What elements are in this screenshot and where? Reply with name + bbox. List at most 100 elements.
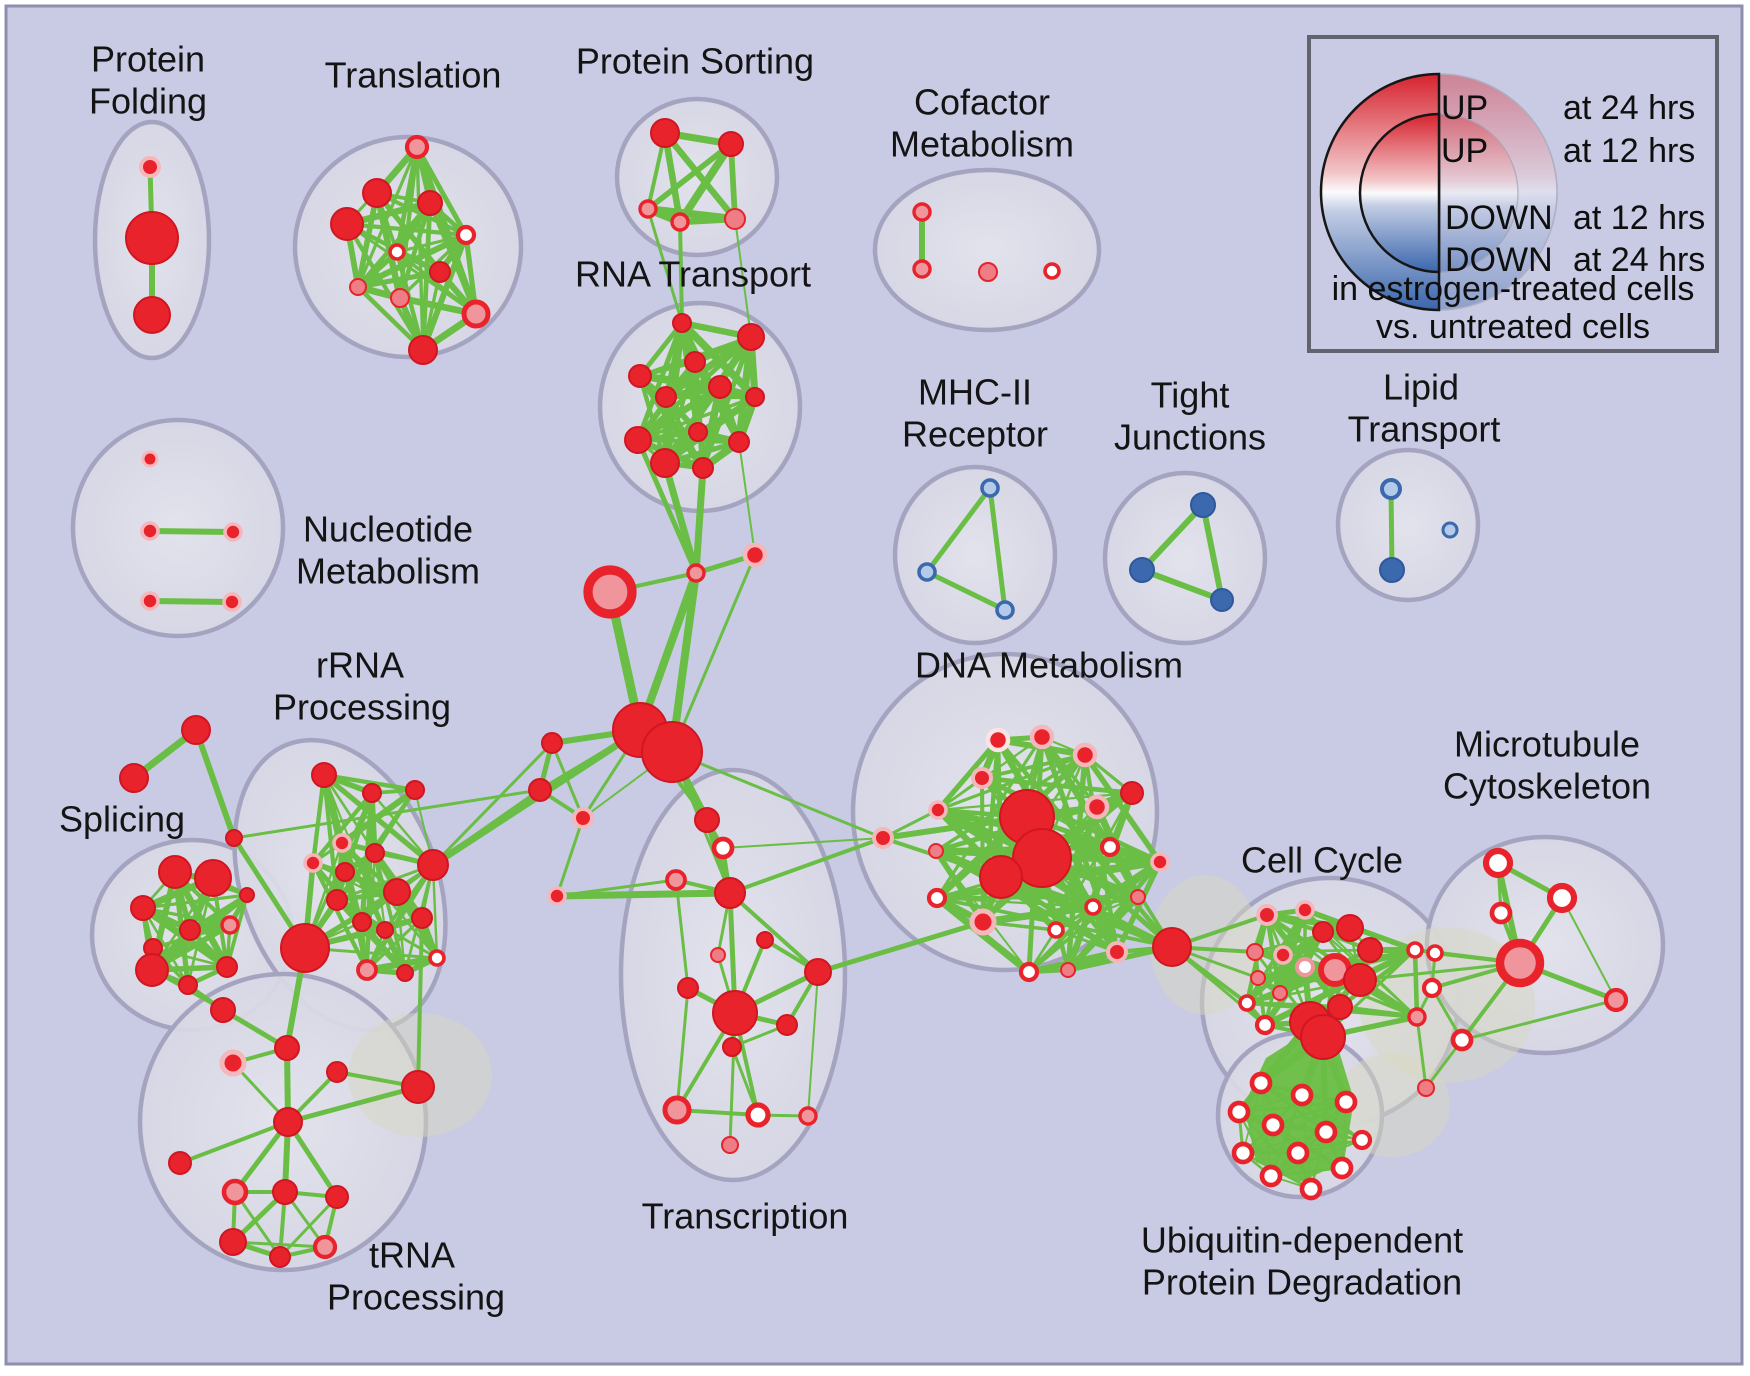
node-rna_transport-11-red (692, 457, 714, 479)
node-protein_sorting-1-red (718, 131, 744, 157)
node-nucleotide-1-pinkHalo (140, 521, 160, 541)
cluster-label-transcription: Transcription (642, 1196, 849, 1237)
edge-cell_cycle (1253, 950, 1267, 1027)
node-bridge-T3 (225, 829, 243, 847)
edge-bridge (728, 836, 885, 895)
node-rrna-11-red (376, 921, 394, 939)
node-transcription-2-redPink (665, 869, 687, 891)
node-rna_transport-3-red (628, 364, 652, 388)
node-cell_cycle-5-pinkSolid (1246, 943, 1264, 961)
edge-dna (979, 775, 1163, 865)
node-dna-5-red (1120, 781, 1144, 805)
cluster-label-dna: DNA Metabolism (915, 645, 1183, 686)
edge-ubiquitin (1301, 1094, 1363, 1141)
cluster-label-protein_sorting: Protein Sorting (576, 41, 814, 82)
legend-inner-half (1358, 112, 1441, 274)
edge-rrna (365, 851, 377, 972)
edge-translation (355, 269, 443, 290)
node-cell_cycle-2-red (1312, 921, 1334, 943)
node-tight_junctions-1-blue (1129, 557, 1155, 583)
edge-dna (1026, 904, 1096, 975)
layer-nodes (119, 118, 1629, 1268)
node-transcription-5-pinkSolid (710, 947, 726, 963)
node-trna-7-redPink (221, 1178, 249, 1206)
cluster-ellipse-nucleotide (70, 417, 286, 639)
edge-bridge (431, 741, 554, 867)
cluster-label-ubiquitin: Ubiquitin-dependent (1141, 1220, 1463, 1261)
node-splicing-8-red (216, 956, 238, 978)
cluster-label-cofactor: Metabolism (890, 124, 1074, 165)
node-lipid-0-blueRing (1380, 478, 1402, 500)
node-tight_junctions-2-blue (1210, 588, 1234, 612)
edge-dna (1027, 860, 1162, 974)
edge-microtubule (1460, 998, 1618, 1042)
edge-rna_transport (634, 383, 724, 444)
node-transcription-3-red (714, 877, 746, 909)
node-rrna-0-red (311, 762, 337, 788)
legend-up-24-label: UP (1441, 89, 1489, 127)
node-dna-8-red (1012, 828, 1072, 888)
node-rrna-15-ringWhite (428, 949, 446, 967)
node-ubiquitin-1-ringWhite (1290, 1083, 1314, 1107)
legend-up-12-label: UP (1441, 132, 1489, 170)
edge-protein_sorting (676, 140, 735, 226)
node-cell_cycle-6-pinkHalo (1273, 945, 1293, 965)
edge-bridge (692, 464, 707, 577)
node-splicing-7-red (178, 975, 198, 995)
node-dna-4-pinkHalo (928, 800, 948, 820)
edge-mhc2 (924, 569, 1008, 613)
edge-rrna (363, 954, 441, 974)
node-mhc2-2-blueRing (995, 600, 1015, 620)
node-microtubule-4-redPink (1495, 938, 1545, 988)
cluster-label-lipid: Lipid (1383, 367, 1459, 408)
node-rrna-1-red (362, 783, 382, 803)
node-rna_transport-7-red (688, 422, 708, 442)
cluster-label-microtubule: Microtubule (1454, 724, 1640, 765)
node-microtubule-0-ringWhite (1482, 847, 1514, 879)
edge-dna (979, 775, 1135, 796)
edge-ubiquitin (1271, 1100, 1348, 1127)
overlap-tint-3 (1150, 875, 1260, 1015)
edge-bridge (815, 919, 986, 975)
node-bridge-S1 (541, 732, 563, 754)
node-bridge-B1 (547, 886, 567, 906)
cluster-ellipse-lipid (1335, 447, 1481, 603)
node-rrna-6-red (365, 843, 385, 863)
edge-bridge (416, 916, 424, 1089)
node-cell_cycle-0-pinkHalo (1256, 904, 1278, 926)
node-bridge-S2 (528, 778, 552, 802)
edge-splicing (151, 946, 229, 969)
node-translation-2-red (417, 190, 443, 216)
node-mhc2-0-blueRing (980, 478, 1000, 498)
edge-rrna (310, 790, 375, 866)
node-dna-0-paleHalo (985, 727, 1011, 753)
edge-bridge (722, 837, 884, 849)
edge-nucleotide (147, 528, 236, 535)
node-cofactor-0-redPink (912, 202, 932, 222)
edge-dna (979, 903, 1097, 926)
edge-mhc2 (987, 485, 1008, 613)
node-transcription-6-red (677, 977, 699, 999)
node-mhc2-1-blueRing (917, 562, 937, 582)
node-ubiquitin-5-ringWhite (1314, 1120, 1338, 1144)
node-splicing-3-red (179, 919, 201, 941)
node-cofactor-3-ringWhite (1043, 262, 1061, 280)
legend-note-line1: in estrogen-treated cells (1331, 270, 1695, 308)
node-protein_sorting-3-redPink (670, 212, 690, 232)
edge-cell_cycle (1253, 948, 1372, 954)
node-translation-3-red (330, 207, 364, 241)
cluster-label-trna: Processing (327, 1277, 505, 1318)
edge-bridge (1358, 961, 1522, 982)
edge-cell_cycle (1263, 911, 1354, 932)
node-nucleotide-0-pinkHalo (141, 450, 159, 468)
node-cell_cycle-9-red (1343, 963, 1377, 997)
node-splicing-9-red (239, 887, 255, 903)
node-translation-7-pinkSolid (349, 278, 367, 296)
edge-splicing (141, 906, 190, 987)
node-protein_folding-1-red (125, 211, 179, 265)
legend-down-24-label: DOWN (1445, 241, 1553, 279)
node-dna-21-red (1152, 927, 1192, 967)
node-transcription-7-red (712, 990, 758, 1036)
edge-tight_junctions (1139, 567, 1225, 603)
node-protein_sorting-4-pinkSolid (724, 208, 746, 230)
